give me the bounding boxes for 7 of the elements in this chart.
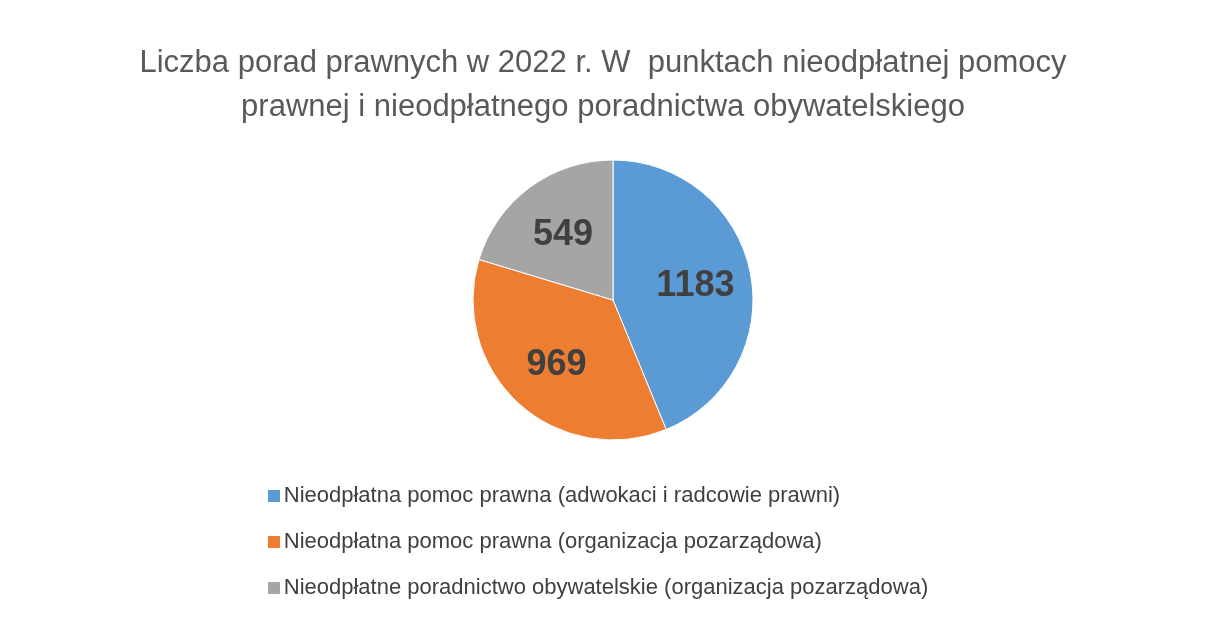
data-label: 549: [532, 212, 593, 254]
legend-label: Nieodpłatna pomoc prawna (organizacja pozarządowa): [283, 528, 822, 553]
data-label: 969: [526, 341, 587, 383]
chart-title: Liczba porad prawnych w 2022 r. W punktach nieodpłatnej pomocy prawnej i nieodpłatnego poradnictwa obywatelskiego: [138, 43, 1068, 125]
legend-label: Nieodpłatne poradnictwo obywatelskie (organizacja pozarządowa): [283, 574, 929, 599]
legend-label: Nieodpłatna pomoc prawna (adwokaci i radcowie prawni): [283, 482, 841, 507]
data-label: 1183: [656, 263, 735, 305]
